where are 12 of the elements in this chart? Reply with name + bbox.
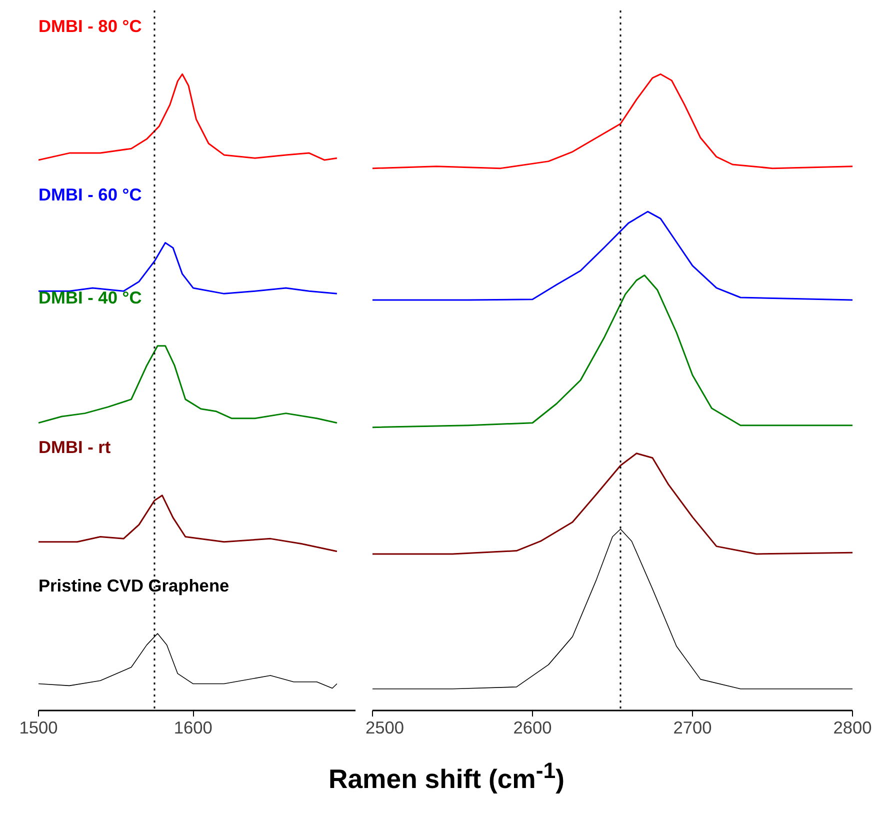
x-tick-label: 2600: [513, 718, 552, 738]
text: Pristine CVD Graphene: [38, 575, 230, 596]
x-tick-label: 1600: [174, 718, 212, 738]
x-tick-label: 2800: [833, 718, 872, 738]
x-tick-label: 1500: [19, 718, 58, 738]
x-axis-title: Ramen shift (cm$^{-1}$): [327, 757, 566, 796]
text: DMBI - 60 °C: [38, 184, 142, 205]
text: DMBI - 80 °C: [38, 16, 142, 36]
text: DMBI - 40 °C: [38, 288, 142, 308]
x-tick-label: 2500: [366, 718, 404, 738]
x-tick-label: 2700: [673, 718, 712, 738]
text: DMBI - rt: [38, 437, 111, 458]
